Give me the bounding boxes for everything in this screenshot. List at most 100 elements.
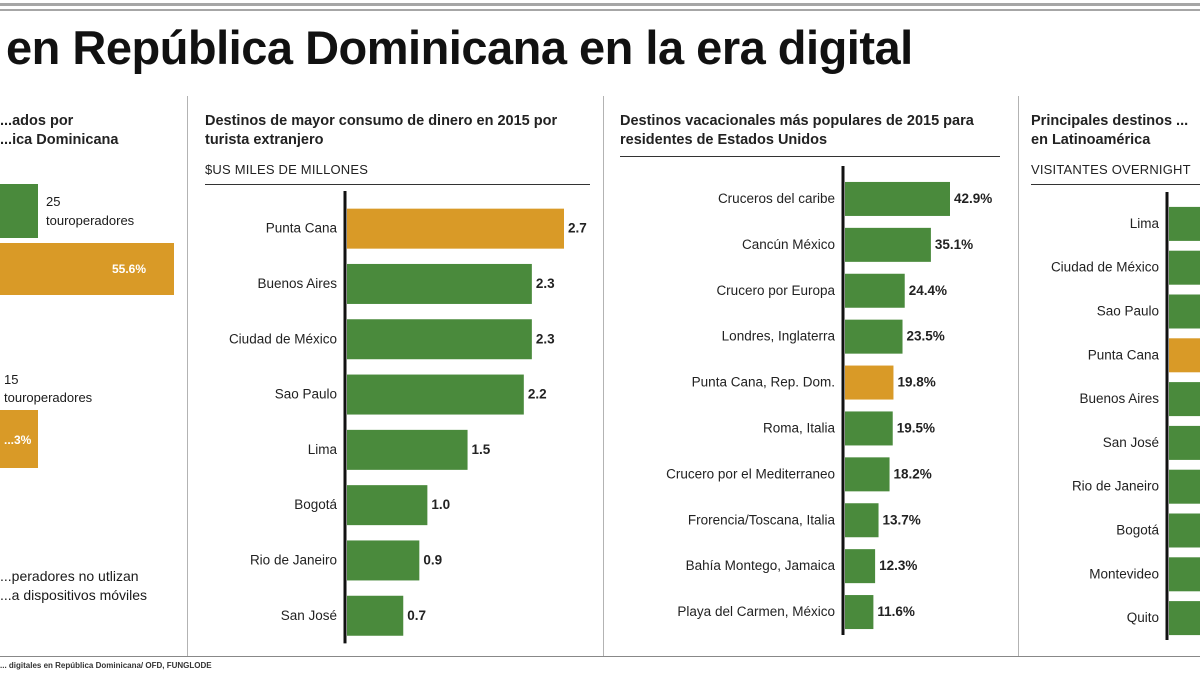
category-label: Buenos Aires bbox=[1079, 391, 1159, 406]
value-label: 0.9 bbox=[423, 552, 442, 567]
group-a-pct: 55.6% bbox=[112, 262, 147, 276]
group-a-bar bbox=[0, 184, 38, 238]
bar bbox=[347, 540, 420, 581]
gasto-chart: Punta Cana 2.7 Buenos Aires 2.3 Ciudad de Mé… bbox=[229, 191, 587, 644]
bar bbox=[1169, 250, 1200, 285]
group-a-pct-bar bbox=[0, 243, 174, 295]
bar bbox=[845, 595, 874, 630]
category-label: Lima bbox=[308, 442, 338, 457]
bar bbox=[1169, 513, 1200, 548]
category-label: Londres, Inglaterra bbox=[722, 329, 836, 344]
category-label: Frorencia/Toscana, Italia bbox=[688, 512, 836, 527]
panel-title: Destinos vacacionales más populares de 2… bbox=[620, 113, 974, 148]
category-label: Punta Cana, Rep. Dom. bbox=[692, 375, 835, 390]
vacaciones-chart: Cruceros del caribe 42.9% Cancún México 35.… bbox=[666, 166, 992, 635]
panel-divider-3 bbox=[1018, 96, 1019, 656]
value-label: 23.5% bbox=[907, 329, 945, 344]
footer-rule bbox=[0, 656, 1200, 657]
category-label: Bogotá bbox=[294, 497, 337, 512]
category-label: Playa del Carmen, México bbox=[677, 604, 835, 619]
category-label: Crucero por Europa bbox=[716, 283, 835, 298]
group-a-label: touroperadores bbox=[46, 213, 135, 228]
category-label: Bogotá bbox=[1116, 523, 1159, 538]
value-label: 2.7 bbox=[568, 221, 587, 236]
group-a-count: 25 bbox=[46, 194, 61, 209]
category-label: San José bbox=[1103, 435, 1159, 450]
bar bbox=[1169, 425, 1200, 460]
category-label: Crucero por el Mediterraneo bbox=[666, 466, 835, 481]
value-label: 0.7 bbox=[407, 608, 426, 623]
category-label: Bahía Montego, Jamaica bbox=[686, 558, 836, 573]
category-label: Ciudad de México bbox=[229, 331, 337, 346]
category-label: Buenos Aires bbox=[257, 276, 337, 291]
value-label: 42.9% bbox=[954, 191, 992, 206]
latam-chart: Lima Ciudad de México Sao Paulo Punta Cana B… bbox=[1051, 192, 1200, 640]
bar bbox=[845, 273, 905, 308]
value-label: 2.3 bbox=[536, 276, 555, 291]
subtitle-rule bbox=[205, 184, 590, 185]
category-label: Sao Paulo bbox=[1097, 304, 1159, 319]
value-label: 11.6% bbox=[877, 604, 915, 619]
category-label: Rio de Janeiro bbox=[1072, 479, 1159, 494]
value-label: 19.8% bbox=[897, 375, 935, 390]
bar bbox=[347, 319, 532, 360]
value-label: 2.2 bbox=[528, 387, 547, 402]
panel-title: Principales destinos ... en Latinoaméric… bbox=[1031, 113, 1189, 148]
bar bbox=[347, 485, 428, 526]
group-b-pct-bar bbox=[0, 410, 38, 468]
category-label: Cruceros del caribe bbox=[718, 191, 835, 206]
category-label: Sao Paulo bbox=[275, 387, 337, 402]
title-rule bbox=[620, 156, 1000, 157]
bar bbox=[845, 365, 894, 400]
group-b-pct: ...3% bbox=[4, 433, 32, 447]
bar bbox=[1169, 206, 1200, 241]
mobile-note: ...peradores no utlizan ...a dispositivo… bbox=[0, 568, 148, 603]
top-rule-1 bbox=[0, 3, 1200, 6]
bar bbox=[347, 595, 404, 636]
panel-divider-2 bbox=[603, 96, 604, 656]
value-label: 13.7% bbox=[883, 512, 921, 527]
category-label: Lima bbox=[1130, 216, 1160, 231]
value-label: 12.3% bbox=[879, 558, 917, 573]
source-note: ... digitales en República Dominicana/ O… bbox=[0, 661, 212, 670]
value-label: 24.4% bbox=[909, 283, 947, 298]
bar bbox=[845, 181, 950, 216]
bar bbox=[1169, 294, 1200, 329]
subtitle-rule bbox=[1031, 184, 1200, 185]
bar bbox=[845, 503, 879, 538]
value-label: 1.5 bbox=[472, 442, 491, 457]
category-label: Quito bbox=[1127, 610, 1159, 625]
latam-panel: Principales destinos ... en Latinoaméric… bbox=[1019, 96, 1200, 656]
bar bbox=[347, 429, 468, 470]
bar bbox=[1169, 338, 1200, 373]
touroperadores-panel: ...ados por ...ica Dominicana 25 tourope… bbox=[0, 96, 187, 656]
value-label: 19.5% bbox=[897, 420, 935, 435]
value-label: 18.2% bbox=[894, 466, 932, 481]
bar bbox=[347, 374, 524, 415]
vacaciones-panel: Destinos vacacionales más populares de 2… bbox=[604, 96, 1018, 656]
bar bbox=[347, 263, 532, 304]
value-label: 35.1% bbox=[935, 237, 973, 252]
bar bbox=[845, 411, 893, 446]
gasto-panel: Destinos de mayor consumo de dinero en 2… bbox=[188, 96, 603, 656]
bar bbox=[845, 549, 876, 584]
bar bbox=[1169, 557, 1200, 592]
panel-subtitle: $US MILES DE MILLONES bbox=[205, 162, 369, 177]
panel-subtitle: VISITANTES OVERNIGHT bbox=[1031, 162, 1191, 177]
category-label: Punta Cana bbox=[266, 221, 338, 236]
value-label: 2.3 bbox=[536, 331, 555, 346]
bar bbox=[1169, 382, 1200, 417]
bar bbox=[347, 208, 564, 249]
category-label: Cancún México bbox=[742, 237, 835, 252]
bar bbox=[845, 457, 890, 492]
panel-title: Destinos de mayor consumo de dinero en 2… bbox=[205, 113, 558, 148]
bar bbox=[1169, 469, 1200, 504]
group-b-count: 15 bbox=[4, 372, 19, 387]
category-label: San José bbox=[281, 608, 337, 623]
bar bbox=[845, 319, 903, 354]
category-label: Montevideo bbox=[1089, 566, 1159, 581]
panel-divider-1 bbox=[187, 96, 188, 656]
category-label: Roma, Italia bbox=[763, 420, 836, 435]
category-label: Punta Cana bbox=[1088, 347, 1160, 362]
group-b-label: touroperadores bbox=[4, 390, 93, 405]
